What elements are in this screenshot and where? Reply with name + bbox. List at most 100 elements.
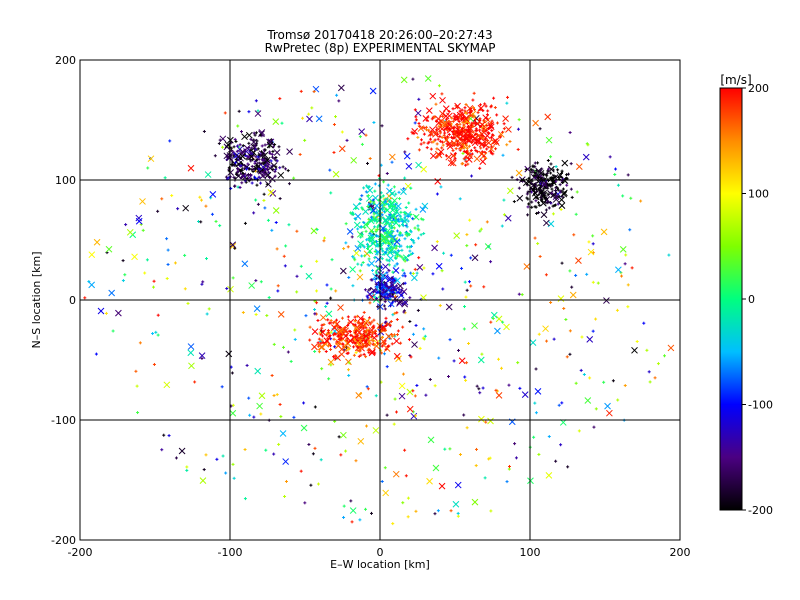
- data-point: [152, 285, 156, 289]
- data-point: [473, 146, 477, 150]
- data-point: [382, 263, 389, 271]
- data-point: [163, 176, 167, 180]
- point-stroke: [352, 203, 360, 211]
- data-point: [368, 200, 372, 204]
- point-stroke: [356, 230, 364, 238]
- data-point: [613, 172, 617, 176]
- data-point: [414, 509, 418, 513]
- data-point: [362, 221, 366, 225]
- data-point: [591, 242, 595, 246]
- data-point: [276, 284, 280, 288]
- data-point: [489, 320, 493, 324]
- data-point: [554, 165, 558, 169]
- data-point: [487, 457, 491, 461]
- data-point: [221, 454, 225, 458]
- data-point: [414, 414, 418, 418]
- data-point: [336, 334, 340, 338]
- data-point: [368, 349, 376, 357]
- point-stroke: [385, 286, 392, 294]
- data-point: [366, 222, 370, 226]
- data-point: [275, 393, 279, 397]
- data-point: [332, 355, 336, 359]
- point-stroke: [349, 507, 357, 514]
- data-point: [276, 289, 280, 293]
- point-stroke: [357, 437, 365, 445]
- data-point: [401, 257, 405, 261]
- data-point: [389, 304, 393, 308]
- data-point: [615, 266, 622, 274]
- data-point: [151, 332, 155, 336]
- data-point: [342, 515, 346, 519]
- data-point: [438, 482, 446, 490]
- data-point: [490, 311, 498, 319]
- data-point: [596, 281, 600, 285]
- data-point: [313, 308, 317, 312]
- data-point: [401, 300, 409, 308]
- data-point: [388, 242, 392, 246]
- data-point: [367, 288, 371, 292]
- data-point: [225, 287, 229, 291]
- data-point: [507, 467, 511, 471]
- data-point: [403, 216, 407, 220]
- data-point: [83, 296, 87, 300]
- data-point: [494, 327, 501, 335]
- data-point: [357, 354, 361, 358]
- point-stroke: [477, 356, 485, 364]
- data-point: [611, 379, 615, 383]
- data-point: [247, 110, 251, 114]
- data-point: [616, 183, 620, 187]
- data-point: [356, 273, 364, 281]
- data-point: [220, 385, 224, 389]
- data-point: [332, 337, 336, 341]
- point-stroke: [395, 355, 402, 363]
- point-stroke: [615, 266, 622, 274]
- data-point: [247, 396, 251, 400]
- point-stroke: [88, 251, 96, 259]
- data-point: [253, 305, 261, 312]
- data-point: [322, 239, 326, 243]
- data-point: [478, 391, 482, 395]
- point-stroke: [368, 227, 375, 235]
- data-point: [370, 202, 374, 206]
- data-point: [352, 256, 356, 260]
- point-stroke: [337, 304, 344, 311]
- data-point: [386, 244, 390, 248]
- data-point: [628, 228, 632, 232]
- data-point: [311, 343, 318, 351]
- point-stroke: [383, 231, 391, 239]
- data-point: [391, 522, 395, 526]
- data-point: [542, 325, 549, 333]
- data-point: [332, 150, 336, 154]
- data-point: [145, 258, 149, 262]
- data-point: [401, 268, 405, 272]
- point-stroke: [385, 284, 393, 292]
- data-point: [380, 213, 384, 217]
- data-point: [359, 353, 363, 357]
- data-point: [516, 127, 520, 131]
- data-point: [456, 348, 460, 352]
- point-stroke: [369, 87, 377, 95]
- data-point: [380, 276, 384, 280]
- data-point: [579, 368, 583, 372]
- data-point: [390, 301, 394, 305]
- data-point: [382, 352, 386, 356]
- point-stroke: [379, 199, 386, 206]
- data-point: [375, 334, 379, 338]
- data-point: [315, 289, 319, 293]
- data-point: [272, 342, 276, 346]
- data-point: [385, 258, 389, 262]
- data-point: [368, 260, 376, 267]
- data-point: [368, 232, 372, 236]
- point-stroke: [582, 153, 590, 161]
- point-stroke: [382, 217, 389, 225]
- data-point: [411, 274, 418, 282]
- data-point: [471, 98, 475, 102]
- data-point: [320, 326, 324, 330]
- point-stroke: [445, 303, 453, 311]
- data-point: [134, 369, 138, 373]
- data-point: [422, 141, 426, 145]
- data-point: [199, 220, 203, 224]
- data-point: [402, 187, 406, 191]
- data-point: [429, 147, 433, 151]
- data-point: [393, 264, 397, 268]
